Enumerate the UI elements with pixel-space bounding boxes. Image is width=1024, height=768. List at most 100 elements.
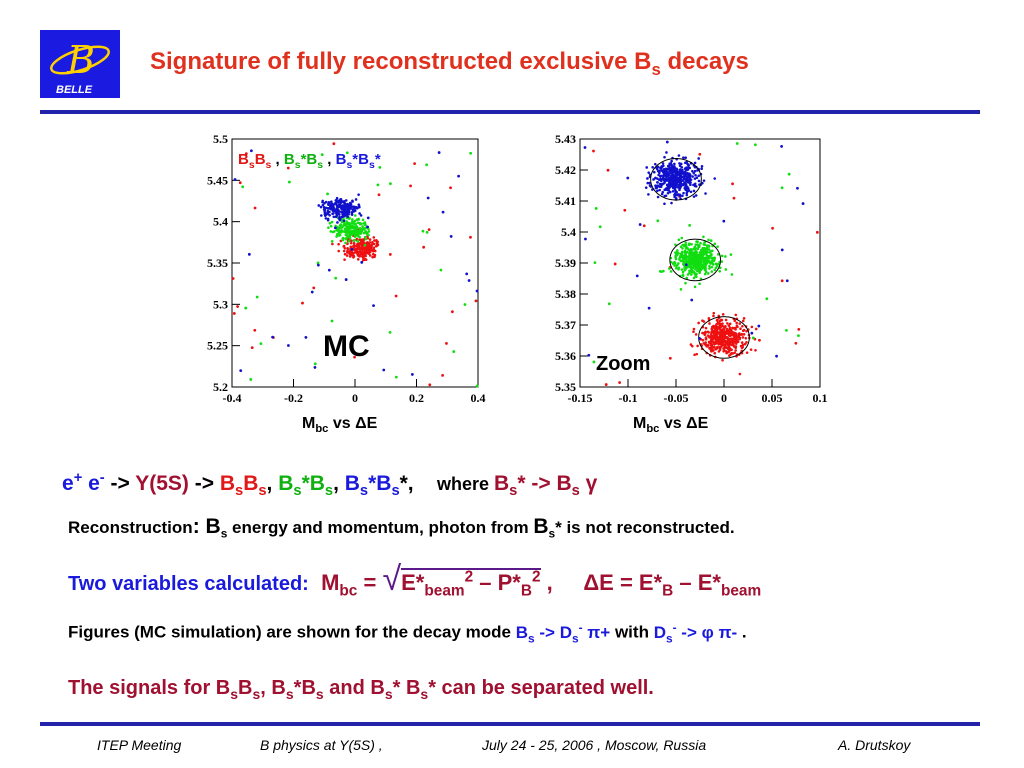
scatter-point [663, 202, 666, 206]
scatter-point [689, 273, 693, 276]
scatter-point [724, 268, 728, 271]
y-tick-label: 5.2 [213, 380, 228, 394]
scatter-point [710, 325, 714, 329]
scatter-point [685, 247, 688, 250]
scatter-point [676, 177, 680, 181]
scatter-point [642, 224, 646, 228]
x-tick-label: -0.05 [664, 391, 689, 405]
scatter-point [356, 244, 359, 247]
scatter-point [684, 251, 688, 255]
scatter-point [754, 348, 757, 352]
scatter-point [357, 193, 360, 196]
y-tick-label: 5.35 [555, 380, 576, 394]
scatter-point [694, 333, 698, 336]
scatter-point [701, 338, 705, 342]
scatter-point [734, 342, 738, 345]
scatter-point [653, 170, 656, 174]
scatter-point [693, 272, 697, 275]
scatter-point [721, 313, 725, 316]
scatter-point [720, 260, 724, 263]
scatter-point [357, 217, 360, 221]
scatter-point [698, 337, 701, 340]
scatter-point [623, 208, 627, 212]
scatter-point [675, 190, 678, 194]
scatter-point [797, 334, 800, 338]
scatter-point [353, 248, 357, 252]
scatter-point [349, 245, 352, 249]
scatter-point [337, 234, 341, 237]
scatter-point [689, 255, 692, 259]
scatter-point [670, 201, 673, 205]
top-divider [40, 110, 980, 114]
scatter-point [661, 162, 665, 165]
scatter-point [681, 243, 685, 247]
scatter-point [354, 214, 357, 217]
scatter-point [725, 341, 729, 345]
y-tick-label: 5.38 [555, 287, 576, 301]
scatter-point [646, 181, 650, 185]
scatter-point [346, 242, 349, 246]
scatter-point [758, 338, 761, 342]
x-tick-label: -0.15 [568, 391, 593, 405]
scatter-point [682, 191, 685, 195]
scatter-point [259, 342, 263, 346]
scatter-point [320, 153, 324, 157]
scatter-point [683, 171, 687, 175]
x-tick-label: -0.4 [223, 391, 242, 405]
scatter-point [780, 279, 784, 283]
scatter-point [341, 238, 345, 242]
footer-meeting: ITEP Meeting [97, 737, 182, 753]
scatter-point [326, 217, 330, 221]
scatter-point [255, 295, 259, 299]
scatter-point [271, 335, 274, 339]
scatter-point [326, 192, 329, 196]
scatter-point [704, 261, 708, 265]
scatter-point [598, 225, 602, 229]
scatter-point [785, 328, 788, 332]
scatter-point [587, 353, 591, 357]
scatter-point [437, 151, 441, 154]
scatter-point [719, 340, 723, 343]
scatter-point [685, 276, 689, 280]
scatter-point [592, 360, 596, 364]
scatter-point [607, 302, 611, 306]
scatter-point [474, 299, 478, 303]
scatter-point [716, 339, 720, 342]
scatter-point [654, 184, 657, 188]
scatter-point [301, 301, 304, 305]
scatter-point [359, 238, 362, 241]
footer-author: A. Drutskoy [838, 737, 911, 753]
scatter-point [683, 243, 686, 247]
scatter-point [680, 236, 684, 240]
scatter-point [689, 260, 693, 264]
scatter-point [350, 239, 353, 243]
scatter-point [647, 193, 650, 196]
scatter-point [742, 333, 746, 336]
scatter-point [324, 217, 328, 220]
scatter-point [475, 384, 479, 388]
scatter-point [751, 336, 755, 340]
scatter-point [668, 356, 672, 360]
scatter-point [733, 332, 737, 336]
scatter-point [700, 167, 703, 171]
scatter-point [348, 202, 352, 206]
y-tick-label: 5.25 [207, 339, 228, 353]
scatter-point [713, 327, 717, 331]
scatter-point [702, 251, 706, 254]
scatter-point [666, 191, 670, 195]
scatter-point [691, 175, 694, 178]
scatter-point [329, 204, 333, 207]
scatter-point [323, 202, 326, 205]
scatter-point [726, 322, 729, 325]
scatter-point [319, 205, 323, 209]
scatter-point [701, 319, 704, 322]
scatter-point [678, 188, 681, 192]
scatter-point [694, 194, 698, 197]
scatter-point [664, 179, 668, 182]
scatter-point [674, 243, 677, 246]
scatter-point [754, 327, 758, 331]
scatter-point [700, 165, 704, 168]
scatter-point [728, 326, 732, 329]
scatter-point [714, 266, 718, 270]
scatter-point [354, 198, 358, 201]
